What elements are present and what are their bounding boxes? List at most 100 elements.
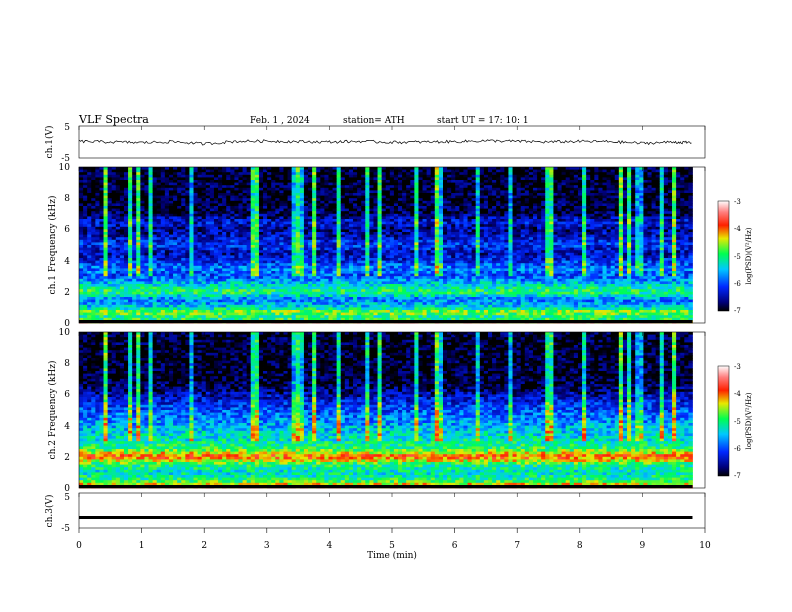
spectrogram-cell	[91, 304, 96, 308]
spectrogram-cell	[393, 187, 399, 191]
spectrogram-cell	[111, 317, 117, 321]
spectrogram-cell	[103, 237, 109, 241]
spectrogram-cell	[324, 294, 329, 298]
spectrogram-cell	[414, 247, 419, 251]
spectrogram-cell	[115, 291, 121, 295]
spectrogram-cell	[295, 182, 301, 186]
spectrogram-cell	[83, 265, 88, 269]
spectrogram-cell	[177, 232, 182, 235]
spectrogram-cell	[103, 260, 109, 264]
spectrogram-cell	[185, 213, 190, 217]
spectrogram-cell	[181, 247, 186, 251]
spectrogram-cell	[152, 221, 158, 225]
spectrogram-cell	[336, 242, 342, 246]
spectrogram-cell	[246, 229, 252, 233]
spectrogram-cell	[201, 198, 207, 202]
spectrogram-cell	[308, 263, 313, 267]
spectrogram-cell	[201, 169, 207, 173]
spectrogram-cell	[168, 281, 174, 285]
spectrogram-cell	[258, 180, 264, 183]
spectrogram-cell	[87, 182, 92, 186]
spectrogram-cell	[377, 273, 383, 277]
spectrogram-cell	[328, 213, 333, 217]
spectrogram-cell	[410, 310, 415, 313]
spectrogram-cell	[238, 268, 243, 272]
spectrogram-cell	[357, 200, 362, 204]
spectrogram-cell	[291, 239, 297, 243]
spectrogram-cell	[299, 273, 305, 277]
spectrogram-cell	[87, 200, 92, 204]
spectrogram-cell	[291, 278, 297, 282]
spectrogram-cell	[83, 224, 88, 228]
spectrogram-cell	[79, 265, 84, 269]
spectrogram-cell	[377, 271, 383, 274]
spectrogram-cell	[168, 169, 174, 173]
spectrogram-cell	[226, 315, 231, 319]
spectrogram-cell	[226, 245, 231, 248]
spectrogram-cell	[213, 226, 219, 230]
spectrogram-cell	[398, 281, 403, 285]
spectrogram-cell	[348, 237, 354, 241]
spectrogram-cell	[160, 226, 166, 230]
spectrogram-cell	[148, 263, 154, 267]
spectrogram-cell	[369, 255, 374, 259]
spectrogram-cell	[406, 315, 411, 319]
spectrogram-cell	[365, 258, 370, 261]
spectrogram-cell	[226, 229, 231, 233]
spectrogram-cell	[398, 180, 403, 183]
spectrogram-cell	[340, 258, 346, 261]
spectrogram-cell	[87, 247, 92, 251]
spectrogram-cell	[361, 265, 366, 269]
spectrogram-cell	[185, 200, 190, 204]
spectrogram-cell	[115, 268, 121, 272]
spectrogram-cell	[414, 312, 419, 316]
spectrogram-cell	[107, 198, 113, 202]
spectrogram-cell	[385, 211, 391, 215]
spectrogram-cell	[140, 185, 145, 189]
spectrogram-cell	[185, 284, 190, 287]
spectrogram-cell	[205, 312, 211, 316]
spectrogram-cell	[402, 200, 407, 204]
spectrogram-cell	[230, 195, 235, 199]
spectrogram-cell	[91, 260, 96, 264]
spectrogram-cell	[79, 206, 84, 209]
spectrogram-cell	[123, 260, 129, 264]
spectrogram-cell	[103, 182, 109, 186]
spectrogram-cell	[123, 177, 129, 181]
spectrogram-cell	[324, 307, 329, 311]
spectrogram-cell	[177, 278, 182, 282]
spectrogram-cell	[303, 187, 309, 191]
spectrogram-cell	[324, 310, 329, 313]
spectrogram-cell	[111, 182, 117, 186]
spectrogram-cell	[218, 255, 223, 259]
spectrogram-cell	[291, 291, 297, 295]
spectrogram-cell	[402, 317, 407, 321]
spectrogram-cell	[201, 177, 207, 181]
spectrogram-cell	[357, 304, 362, 308]
spectrogram-cell	[177, 310, 182, 313]
spectrogram-cell	[205, 203, 211, 207]
spectrogram-cell	[226, 250, 231, 254]
spectrogram-cell	[369, 304, 374, 308]
spectrogram-cell	[263, 299, 268, 303]
spectrogram-cell	[377, 317, 383, 321]
spectrogram-cell	[344, 302, 350, 306]
spectrogram-cell	[168, 302, 174, 306]
spectrogram-cell	[95, 167, 100, 170]
spectrogram-cell	[324, 242, 329, 246]
spectrogram-cell	[156, 167, 162, 170]
spectrogram-cell	[254, 307, 260, 311]
spectrogram-cell	[324, 182, 329, 186]
spectrogram-cell	[164, 263, 170, 267]
spectrogram-cell	[299, 304, 305, 308]
spectrogram-cell	[271, 237, 276, 241]
spectrogram-cell	[136, 299, 141, 303]
spectrogram-cell	[316, 232, 321, 235]
spectrogram-cell	[308, 247, 313, 251]
spectrogram-cell	[287, 252, 293, 256]
spectrogram-cell	[185, 208, 190, 212]
spectrogram-cell	[132, 255, 137, 259]
spectrogram-cell	[197, 304, 203, 308]
spectrogram-cell	[218, 229, 223, 233]
spectrogram-cell	[107, 263, 113, 267]
